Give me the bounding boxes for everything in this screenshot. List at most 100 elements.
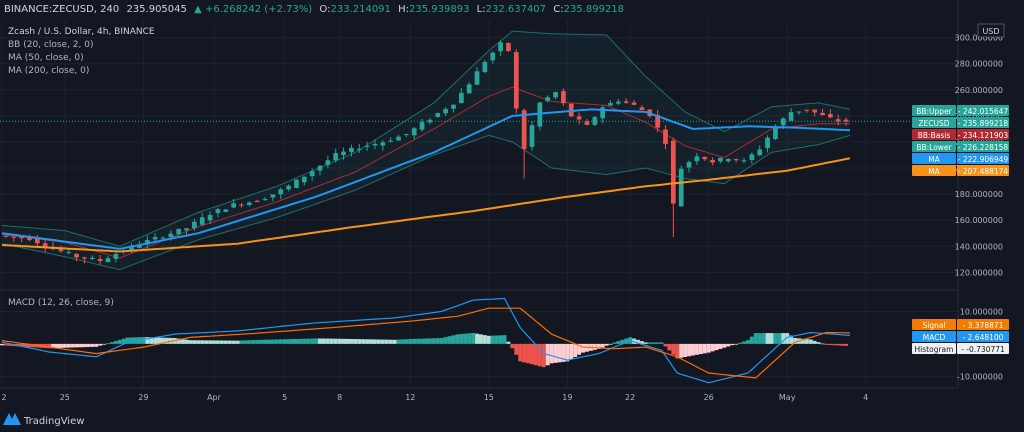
histogram-bar (361, 339, 366, 344)
candle-body (482, 61, 488, 73)
histogram-bar (514, 343, 519, 355)
histogram-bar (157, 337, 161, 344)
histogram-bar (506, 341, 511, 344)
macd-legend[interactable]: MACD (12, 26, close, 9) (8, 298, 114, 308)
histogram-bar (337, 338, 342, 344)
histogram-bar (392, 339, 397, 344)
ma-value-tag (957, 165, 1009, 176)
histogram-bar (310, 338, 315, 344)
histogram-bar (706, 343, 711, 353)
histogram-bar (259, 339, 264, 344)
histogram-bar (765, 333, 770, 344)
candle-body (608, 103, 613, 106)
time-tick-label: 25 (60, 393, 70, 402)
histogram-bar (494, 335, 499, 344)
histogram-bar (781, 333, 786, 344)
zecusd-name-tag (912, 117, 956, 128)
candle-body (341, 151, 346, 156)
candle-body (317, 165, 323, 171)
time-tick-label: 15 (484, 393, 494, 402)
histogram-bar (117, 339, 122, 344)
histogram-bar (376, 339, 381, 344)
candle-body (419, 122, 425, 130)
histogram-bar (702, 343, 707, 354)
histogram-bar (620, 339, 625, 344)
histogram-bar (109, 342, 114, 344)
histogram-bar (353, 339, 358, 344)
currency-badge[interactable] (977, 23, 1005, 38)
histogram-bar (510, 343, 515, 349)
candle-body (663, 129, 668, 144)
candle-body (89, 257, 95, 260)
histogram-bar (569, 343, 574, 360)
tradingview-logo-icon (3, 413, 21, 425)
histogram-bar (604, 343, 609, 346)
candle-body (66, 252, 72, 254)
histogram-bar (643, 342, 648, 344)
histogram-bar (840, 343, 845, 346)
histogram-bar (58, 343, 63, 348)
histogram-bar (141, 337, 146, 344)
histogram-bar (267, 339, 271, 344)
signal-name-tag (912, 319, 956, 330)
candle-body (788, 112, 794, 121)
histogram-bar (380, 339, 385, 344)
histogram-bar (396, 339, 401, 344)
histogram-bar (463, 333, 468, 344)
candle-body (152, 237, 158, 240)
bb-lower-line (1, 134, 851, 271)
histogram-bar (74, 343, 79, 348)
histogram-bar (710, 343, 715, 352)
candle-body (780, 118, 786, 126)
histogram-bar (70, 343, 75, 348)
histogram-bar (3, 343, 8, 346)
candle-body (19, 236, 24, 239)
macd-value: - 2.648100 (963, 333, 1004, 342)
histogram-bar (773, 333, 778, 344)
zecusd-name: ZECUSD (918, 119, 949, 128)
ma200-legend[interactable]: MA (200, close, 0) (8, 66, 89, 76)
time-tick-label: 29 (138, 393, 148, 402)
time-tick-label: 12 (405, 393, 415, 402)
histogram-bar (325, 338, 330, 344)
histogram-bar (451, 335, 456, 344)
histogram-bar (196, 340, 201, 344)
histogram-bar (176, 338, 181, 344)
histogram-bar (667, 343, 672, 351)
histogram-bar (427, 338, 432, 344)
histogram-bar (561, 343, 566, 362)
candle-body (639, 107, 645, 111)
tradingview-logo[interactable]: TradingView (3, 413, 84, 427)
candle-body (160, 237, 166, 239)
grid-lines (0, 20, 958, 388)
candle-body (11, 236, 17, 238)
histogram-bar (145, 337, 150, 344)
candle-body (333, 153, 339, 161)
histogram-bar (435, 338, 440, 344)
histogram-bar (467, 333, 472, 344)
histogram-bar (227, 340, 232, 344)
ma50-legend[interactable]: MA (50, close, 0) (8, 53, 84, 63)
bb-lower-name: BB:Lower (916, 143, 952, 152)
candle-body (725, 159, 731, 162)
value-labels: BB:Upper - 242.015647 ZECUSD - 235.899218 BB… (912, 105, 1009, 354)
bb-legend[interactable]: BB (20, close, 2, 0) (8, 40, 93, 50)
candle-body (356, 148, 362, 151)
candle-body (631, 102, 637, 105)
candle-body (82, 257, 87, 259)
candle-body (576, 116, 582, 120)
signal-line (1, 307, 851, 379)
candle-body (239, 204, 244, 206)
histogram-bar (753, 333, 758, 344)
histogram-bar (836, 343, 841, 346)
histogram-bar (683, 343, 688, 357)
histogram-bar (412, 338, 417, 344)
candle-body (498, 42, 503, 52)
time-tick-label: Apr (207, 393, 222, 402)
histogram-bar (231, 340, 236, 344)
histogram-bar (612, 342, 617, 344)
candle-body (286, 185, 291, 190)
time-tick-label: 8 (337, 393, 342, 402)
